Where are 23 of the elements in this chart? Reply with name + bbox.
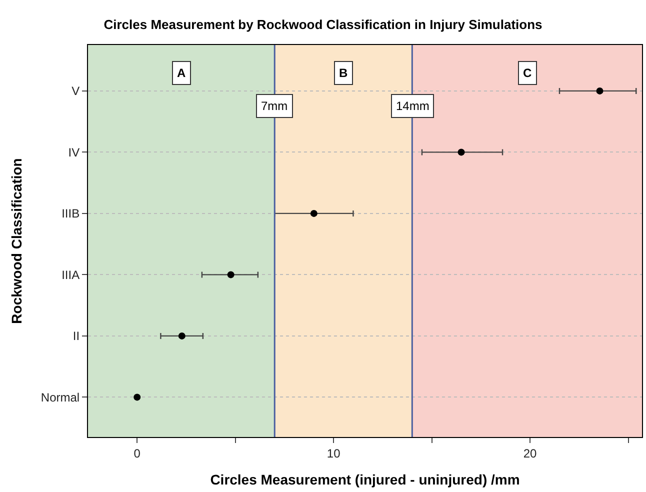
point xyxy=(227,271,234,278)
y-tick-label: IIIB xyxy=(62,206,80,221)
x-axis-title: Circles Measurement (injured - uninjured) /mm xyxy=(210,472,520,488)
band-label: B xyxy=(339,66,348,80)
point xyxy=(178,332,186,340)
y-tick-label: Normal xyxy=(40,390,80,404)
chart-title: Circles Measurement by Rockwood Classification in Injury Simulations xyxy=(104,16,542,32)
band-label: C xyxy=(523,66,532,80)
y-tick-label: II xyxy=(72,329,80,344)
point xyxy=(596,87,604,94)
x-tick-label: 10 xyxy=(326,446,341,460)
y-tick-label: V xyxy=(72,84,80,98)
point xyxy=(134,394,141,401)
x-tick-label: 0 xyxy=(134,446,141,460)
y-tick-label: IIIA xyxy=(62,268,80,282)
ref-line-label: 7mm xyxy=(261,99,288,113)
y-tick-label: IV xyxy=(68,145,80,160)
point xyxy=(310,210,318,217)
band-label: A xyxy=(177,66,186,80)
ref-line-label: 14mm xyxy=(396,99,430,113)
point xyxy=(458,148,465,156)
x-tick-label: 20 xyxy=(523,446,538,460)
y-axis-title: Rockwood Classification xyxy=(8,158,25,324)
